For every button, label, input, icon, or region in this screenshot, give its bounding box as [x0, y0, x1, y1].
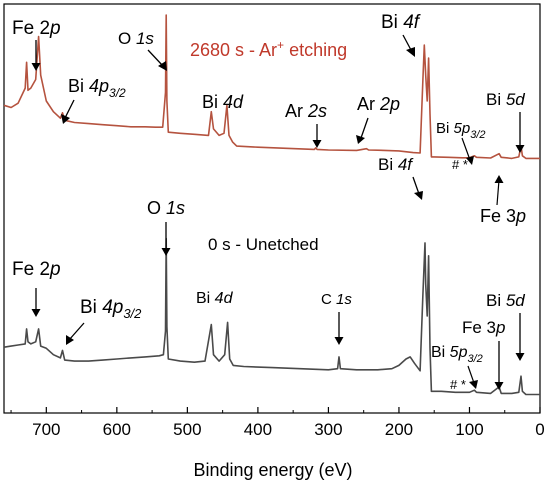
label-bi4p-bottom: Bi 4p3/2	[80, 297, 142, 321]
x-tick-label: 100	[455, 420, 483, 439]
arrow-bi4p-top	[64, 99, 75, 119]
x-tick-label: 200	[385, 420, 413, 439]
unetched-series-title: 0 s - Unetched	[208, 235, 319, 254]
arrowhead-o1s-bottom	[161, 248, 171, 256]
x-tick-label: 0	[535, 420, 544, 439]
label-fe3p-top: Fe 3p	[480, 206, 526, 226]
label-fe2p-top: Fe 2p	[12, 18, 61, 39]
plot-frame	[3, 3, 541, 414]
arrowhead-bi5p-bottom	[469, 380, 478, 389]
arrowhead-bi5d-bottom	[515, 353, 525, 361]
label-bi4p-top: Bi 4p3/2	[68, 76, 126, 100]
label-bi5d-bottom: Bi 5d	[486, 291, 525, 310]
arrowhead-c1s	[334, 337, 344, 345]
arrowhead-ar2s	[312, 140, 322, 148]
arrowhead-ar2p	[356, 135, 365, 144]
etched-series-title: 2680 s - Ar+ etching	[190, 38, 347, 60]
arrowhead-fe3p-top	[494, 175, 504, 183]
label-bi5p-top: Bi 5p3/2	[436, 120, 486, 141]
arrowhead-bi4p-top	[61, 114, 70, 124]
x-axis-label: Binding energy (eV)	[193, 460, 352, 480]
x-axis-ticks: 700 600 500 400 300 200 100 0	[10, 407, 545, 439]
arrowhead-bi4f-bottom	[414, 191, 423, 200]
arrow-bi4f-bottom	[412, 176, 420, 195]
label-bi4d-bottom: Bi 4d	[196, 290, 234, 307]
label-bi4f-bottom: Bi 4f	[378, 155, 414, 174]
label-o1s-bottom: O 1s	[147, 198, 185, 218]
arrow-ar2p	[360, 117, 369, 139]
label-hash-star-bottom: # *	[450, 377, 466, 392]
arrow-bi4f-top	[402, 34, 412, 51]
label-ar2p: Ar 2p	[357, 94, 400, 114]
arrow-fe3p-top	[496, 179, 500, 206]
label-hash-star-top: # *	[452, 157, 468, 172]
x-tick-label: 300	[314, 420, 342, 439]
arrowhead-fe2p-top	[31, 63, 41, 71]
arrow-o1s-top	[147, 49, 164, 67]
label-bi4d-top: Bi 4d	[202, 92, 244, 112]
label-bi4f-top: Bi 4f	[381, 12, 421, 33]
arrow-bi5p-bottom	[467, 365, 475, 384]
arrowhead-bi5p-top	[466, 156, 474, 165]
arrow-bi5p-top	[461, 137, 471, 161]
label-o1s-top: O 1s	[118, 29, 154, 48]
label-bi5d-top: Bi 5d	[486, 90, 525, 109]
label-ar2s: Ar 2s	[285, 101, 327, 121]
arrowhead-o1s-top	[158, 61, 167, 71]
label-fe2p-bottom: Fe 2p	[12, 259, 61, 280]
series-line-etched	[3, 14, 540, 160]
label-c1s: C 1s	[321, 291, 352, 308]
label-bi5p-bottom: Bi 5p3/2	[431, 344, 483, 365]
label-fe3p-bottom: Fe 3p	[462, 318, 506, 337]
x-tick-label: 400	[244, 420, 272, 439]
arrowhead-bi5d-top	[515, 145, 525, 153]
series-line-unetched	[3, 237, 540, 396]
arrowhead-bi4f-top	[406, 47, 415, 57]
arrow-bi4p-bottom	[68, 322, 85, 341]
spectra	[3, 14, 540, 396]
x-tick-label: 700	[32, 420, 60, 439]
x-tick-label: 600	[103, 420, 131, 439]
arrowhead-bi4p-bottom	[66, 335, 74, 345]
arrowhead-fe3p-bottom	[494, 382, 504, 390]
arrowhead-fe2p-bottom	[31, 309, 41, 317]
x-tick-label: 500	[173, 420, 201, 439]
